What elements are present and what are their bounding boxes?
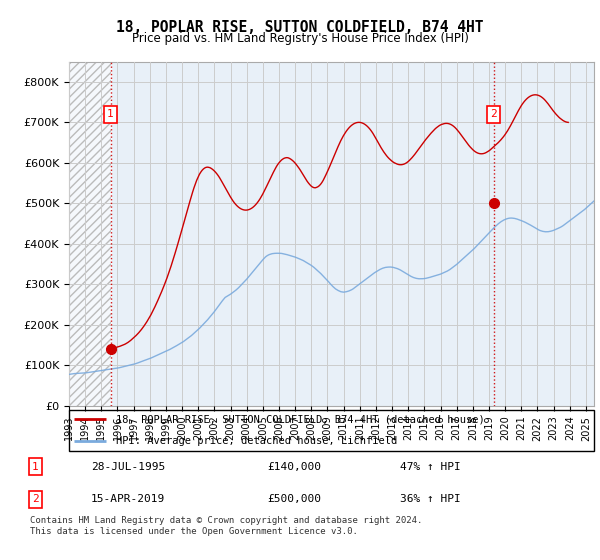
Text: 18, POPLAR RISE, SUTTON COLDFIELD, B74 4HT: 18, POPLAR RISE, SUTTON COLDFIELD, B74 4… <box>116 20 484 35</box>
Text: Contains HM Land Registry data © Crown copyright and database right 2024.
This d: Contains HM Land Registry data © Crown c… <box>30 516 422 536</box>
Bar <box>69 62 110 406</box>
Text: 47% ↑ HPI: 47% ↑ HPI <box>400 461 461 472</box>
Text: 36% ↑ HPI: 36% ↑ HPI <box>400 494 461 505</box>
Text: £140,000: £140,000 <box>268 461 322 472</box>
Text: £500,000: £500,000 <box>268 494 322 505</box>
Text: 2: 2 <box>32 494 39 505</box>
Text: 2: 2 <box>490 109 497 119</box>
Text: 28-JUL-1995: 28-JUL-1995 <box>91 461 165 472</box>
Text: 1: 1 <box>32 461 39 472</box>
Bar <box>69 62 110 406</box>
Text: 1: 1 <box>107 109 114 119</box>
Text: Price paid vs. HM Land Registry's House Price Index (HPI): Price paid vs. HM Land Registry's House … <box>131 32 469 45</box>
Text: HPI: Average price, detached house, Lichfield: HPI: Average price, detached house, Lich… <box>116 436 398 446</box>
Text: 15-APR-2019: 15-APR-2019 <box>91 494 165 505</box>
Text: 18, POPLAR RISE, SUTTON COLDFIELD, B74 4HT (detached house): 18, POPLAR RISE, SUTTON COLDFIELD, B74 4… <box>116 414 485 424</box>
